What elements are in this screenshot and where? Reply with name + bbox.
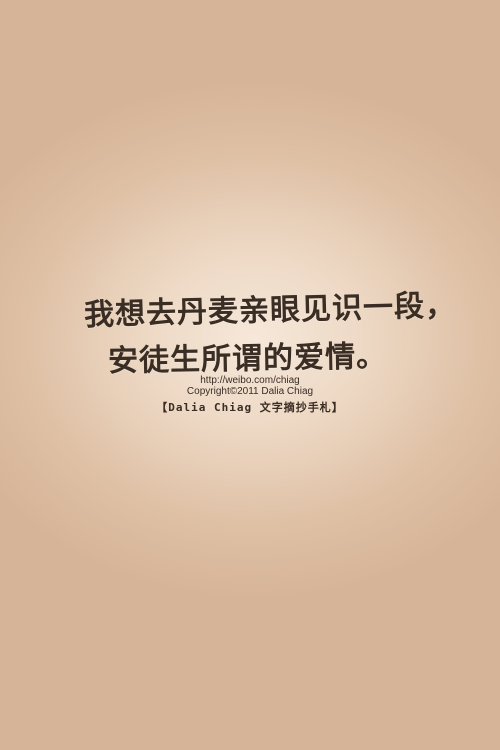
quote-line-2: 安徒生所谓的爱情。 [107, 339, 388, 379]
signature-tag: 【Dalia Chiag 文字摘抄手札】 [156, 401, 344, 414]
source-url: http://weibo.com/chiag [200, 375, 300, 386]
copyright-text: Copyright©2011 Dalia Chiag [186, 386, 314, 397]
quote-line-1: 我想去丹麦亲眼见识一段， [83, 288, 457, 333]
